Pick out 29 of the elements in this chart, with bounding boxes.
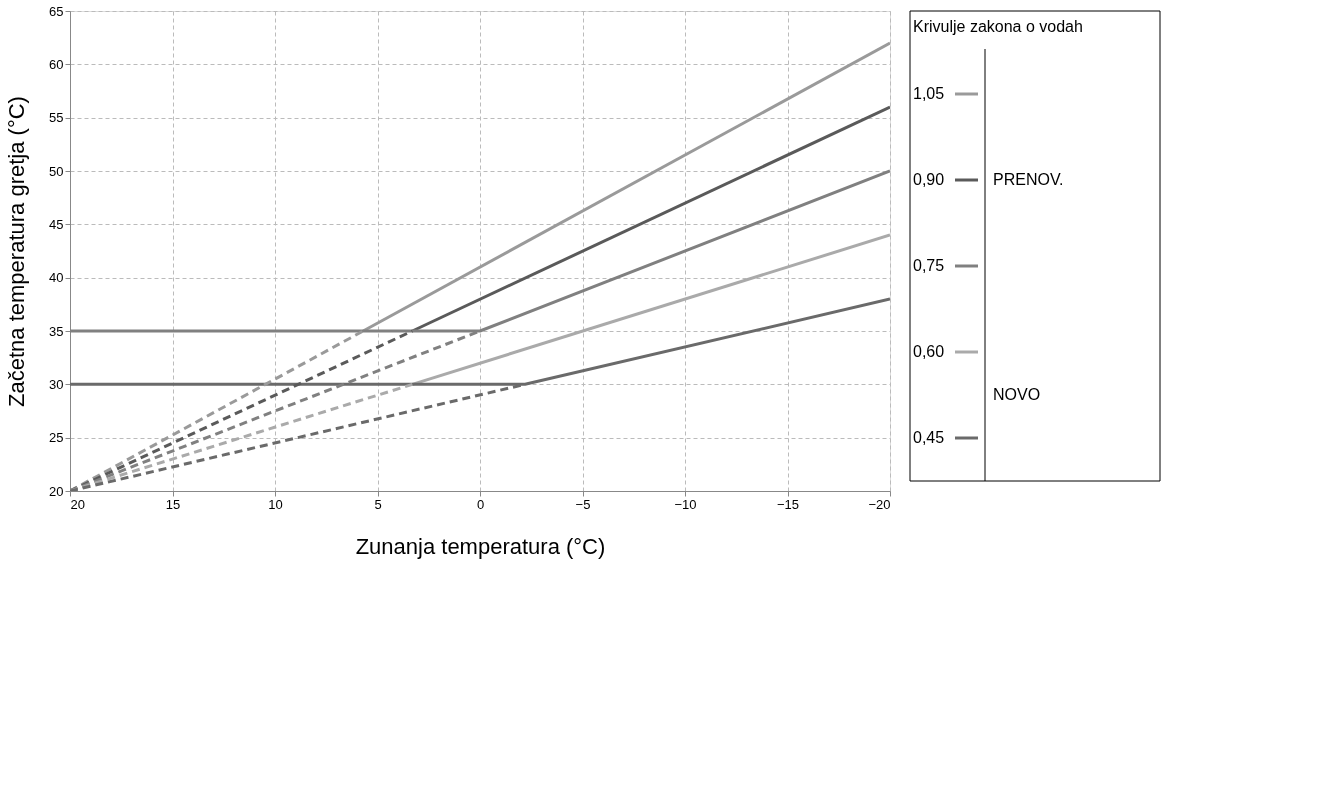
y-tick-label: 60 bbox=[49, 56, 64, 72]
x-tick-label: −15 bbox=[776, 496, 800, 512]
y-tick-label: 50 bbox=[49, 163, 64, 179]
legend-label: 1,05 bbox=[913, 85, 945, 102]
y-tick-label: 20 bbox=[49, 483, 64, 499]
text: NOVO bbox=[993, 386, 1041, 403]
y-tick-label: 65 bbox=[49, 3, 64, 19]
y-tick-label: 25 bbox=[49, 430, 64, 446]
x-tick-label: 5 bbox=[374, 496, 382, 512]
x-tick-label: 0 bbox=[476, 496, 485, 512]
y-tick-label: 40 bbox=[49, 270, 64, 286]
x-tick-label: −5 bbox=[575, 496, 591, 512]
y-tick-label: 45 bbox=[49, 216, 64, 232]
legend-title: Krivulje zakona o vodah bbox=[913, 18, 1083, 35]
x-tick-label: 10 bbox=[268, 496, 283, 512]
x-tick-label: −10 bbox=[674, 496, 697, 512]
x-tick-label: −20 bbox=[868, 496, 891, 512]
x-tick-label: 15 bbox=[165, 496, 181, 512]
x-tick-label: 20 bbox=[70, 496, 85, 512]
legend-label: 0,90 bbox=[913, 171, 945, 188]
y-tick-label: 35 bbox=[49, 323, 64, 339]
legend-label: 0,60 bbox=[913, 343, 945, 360]
x-axis-title: Zunanja temperatura (°C) bbox=[355, 533, 606, 559]
legend-label: 0,75 bbox=[913, 257, 945, 274]
y-tick-label: 30 bbox=[49, 376, 64, 392]
text: PRENOV. bbox=[993, 171, 1064, 188]
y-axis-title: Začetna temperatura gretja (°C) bbox=[4, 96, 30, 407]
y-tick-label: 55 bbox=[49, 110, 64, 126]
legend-label: 0,45 bbox=[913, 429, 945, 446]
